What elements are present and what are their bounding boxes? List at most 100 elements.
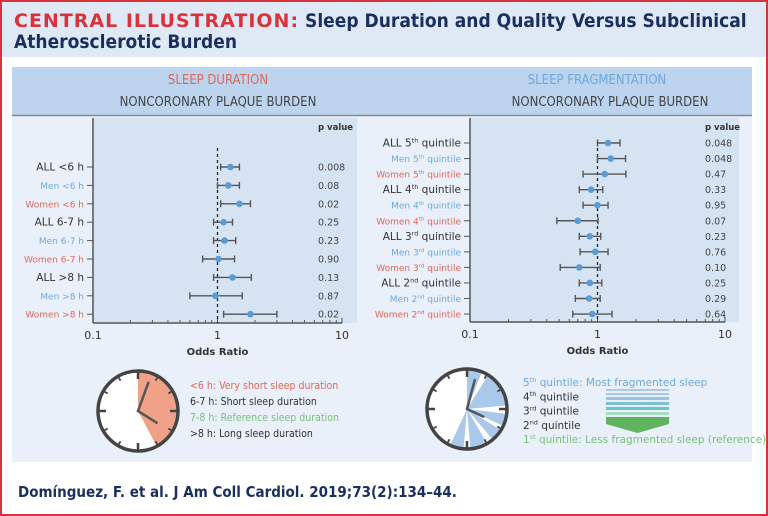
odds-ratio-point [585,295,593,302]
p-value: 0.33 [705,185,726,196]
legend-item: 7-8 h: Reference sleep duration [190,412,339,424]
x-tick-label: 1 [214,329,221,342]
row-label: ALL <6 h [36,162,84,174]
label-main: 4 [523,391,530,403]
clock-fragmented-sleep-icon [425,367,509,451]
odds-ratio-point [229,274,236,281]
p-value: 0.90 [318,255,339,266]
p-value: 0.02 [318,310,339,321]
odds-ratio-point [574,217,582,225]
odds-ratio-point [227,163,234,171]
x-axis-label: Odds Ratio [567,346,629,357]
odds-ratio-point [591,248,599,256]
legend-item: 4th quintile [523,390,579,403]
odds-ratio-point [211,292,219,300]
row-label: Women 2nd quintile [375,310,462,321]
label-superscript: st [530,433,536,441]
label-main: ALL 5 [383,138,412,150]
label-rest: quintile [424,311,461,321]
title-line-1: CENTRAL ILLUSTRATION: Sleep Duration and… [14,10,747,32]
label-rest: quintile [536,406,579,418]
label-rest: quintile [424,202,461,212]
p-value: 0.10 [705,263,726,274]
label-rest: quintile [424,155,461,165]
x-tick-label: 0.1 [84,329,102,342]
label-rest: quintile [424,264,461,274]
odds-ratio-point [215,255,222,263]
label-main: Women <6 h [25,200,84,210]
row-label: ALL 2nd quintile [381,276,461,289]
label-superscript: nd [417,294,425,300]
row-label: Men >8 h [40,292,84,302]
odds-ratio-point [587,186,595,193]
row-label: Men 4th quintile [391,201,461,212]
legend-item: 1st quintile: Less fragmented sleep (ref… [523,433,766,446]
sleep-fragmentation-panel: SLEEP FRAGMENTATION NONCORONARY PLAQUE BU… [375,73,740,357]
p-value: 0.008 [318,163,345,174]
odds-ratio-point [601,170,609,178]
row-label: Men <6 h [40,182,84,192]
label-main: Men 4 [391,202,419,212]
row-label: Women 5th quintile [376,170,461,181]
panel-title: SLEEP FRAGMENTATION [528,73,667,88]
fragmentation-gradient-arrow-icon [606,389,669,433]
label-rest: quintile [418,231,461,243]
label-superscript: th [419,201,425,207]
plot-area [470,118,739,322]
label-superscript: th [530,390,537,398]
label-main: Men >8 h [40,292,84,302]
label-main: Women 2 [375,311,417,321]
row-label: Men 5th quintile [391,154,461,165]
odds-ratio-point [586,279,594,287]
title-band [0,0,768,57]
p-value-header: p value [705,123,740,133]
label-superscript: nd [417,310,425,316]
label-superscript: rd [419,263,425,269]
clock-hand [465,407,485,418]
odds-ratio-point [247,310,254,318]
p-value: 0.95 [705,201,726,212]
row-label: Men 3rd quintile [391,248,461,259]
odds-ratio-point [221,237,228,244]
odds-ratio-point [588,310,596,318]
p-value: 0.23 [705,232,726,243]
p-value-header: p value [318,123,353,133]
label-main: Women 6-7 h [24,256,84,266]
label-superscript: rd [419,248,425,254]
label-rest: quintile [424,248,461,258]
label-rest: quintile: Less fragmented sleep (referen… [536,434,767,446]
p-value: 0.02 [318,199,339,210]
odds-ratio-point [594,201,601,209]
legend-item: 2nd quintile [523,419,581,432]
label-superscript: th [530,376,537,384]
clock-short-sleep-icon [96,369,180,453]
p-value: 0.64 [705,310,726,321]
p-value: 0.13 [318,273,339,284]
x-tick-label: 1 [594,328,601,341]
label-superscript: nd [530,419,538,427]
label-main: ALL 4 [383,184,412,196]
clock-wedge [467,409,487,449]
label-main: ALL 3 [383,231,412,243]
label-main: Men 5 [391,155,419,165]
panel-subtitle: NONCORONARY PLAQUE BURDEN [512,95,709,110]
label-superscript: th [412,183,419,191]
clock-wedge [450,409,467,449]
p-value: 0.08 [318,181,339,192]
p-value: 0.87 [318,291,339,302]
label-main: ALL 2 [381,277,410,289]
row-label: ALL 6-7 h [35,217,84,229]
p-value: 0.47 [705,170,726,181]
legend-item: 5th quintile: Most fragmented sleep [523,376,708,389]
label-superscript: th [419,154,425,160]
label-rest: quintile [418,277,461,289]
sleep-duration-panel: SLEEP DURATION NONCORONARY PLAQUE BURDEN 0… [24,73,357,358]
panel-subtitle: NONCORONARY PLAQUE BURDEN [120,95,317,110]
label-rest: quintile [538,420,581,432]
legend-item: >8 h: Long sleep duration [190,428,313,440]
title-prefix: CENTRAL ILLUSTRATION: [14,10,299,32]
label-main: 5 [523,377,530,389]
clock-wedge [467,409,501,440]
